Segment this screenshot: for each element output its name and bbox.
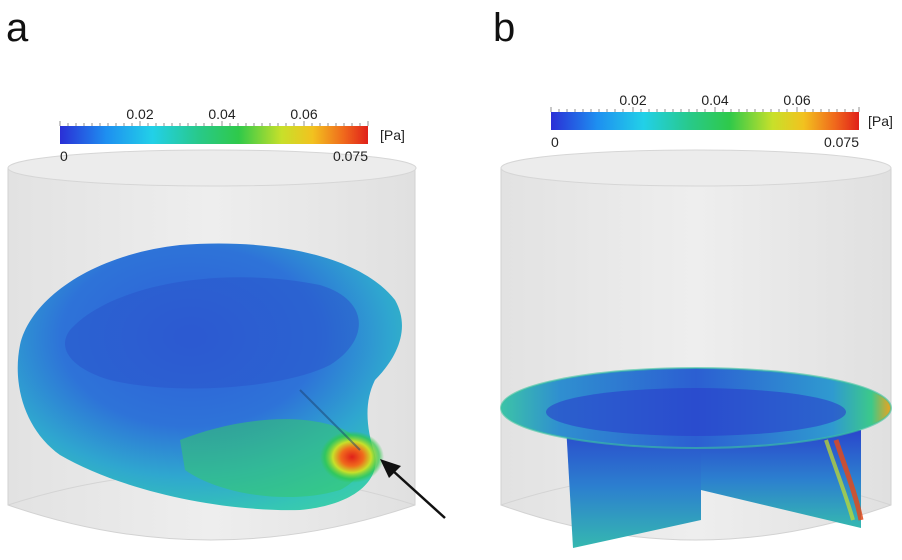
panel-a-scene: 0.02 0.04 0.06 0 0.075 [Pa] bbox=[7, 106, 446, 541]
horizontal-slice-center bbox=[546, 388, 846, 436]
colorbar-tick-label: 0.02 bbox=[126, 106, 153, 122]
colorbar-tick-label: 0.06 bbox=[783, 92, 810, 108]
cylinder-top bbox=[7, 149, 417, 187]
slice-red-streak bbox=[833, 439, 864, 521]
colorbar-max-label: 0.075 bbox=[333, 148, 368, 164]
colorbar-tick-label: 0.04 bbox=[701, 92, 728, 108]
surface-shade bbox=[64, 277, 359, 389]
slice-yellow-streak bbox=[824, 439, 855, 521]
colorbar-unit: [Pa] bbox=[868, 113, 893, 129]
colorbar-minor-ticks bbox=[59, 121, 369, 126]
horizontal-slice-rim bbox=[500, 367, 892, 449]
vertical-slice-right bbox=[701, 430, 861, 528]
vertical-slice-left bbox=[566, 425, 701, 548]
colorbar-tick-label: 0.04 bbox=[208, 106, 235, 122]
cylinder-top bbox=[500, 149, 892, 187]
panel-label-b: b bbox=[493, 6, 516, 50]
colorbar-ramp bbox=[551, 112, 859, 130]
colorbar-minor-ticks bbox=[550, 107, 860, 112]
surface-green-zone bbox=[180, 419, 364, 498]
colorbar-ramp bbox=[60, 126, 368, 144]
colorbar-max-label: 0.075 bbox=[824, 134, 859, 150]
colorbar-unit: [Pa] bbox=[380, 127, 405, 143]
annotation-arrow bbox=[380, 459, 446, 519]
colorbar-tick-label: 0.06 bbox=[290, 106, 317, 122]
surface-fold bbox=[299, 389, 361, 451]
colorbar-min-label: 0 bbox=[551, 134, 559, 150]
colorbar-a: 0.02 0.04 0.06 0 0.075 [Pa] bbox=[59, 106, 405, 164]
panel-a: a bbox=[6, 6, 446, 541]
colorbar-min-label: 0 bbox=[60, 148, 68, 164]
hotspot bbox=[320, 431, 384, 483]
colorbar-b: 0.02 0.04 0.06 0 0.075 [Pa] bbox=[550, 92, 893, 150]
panel-b: b bbox=[451, 0, 902, 560]
panel-label-a: a bbox=[6, 6, 29, 50]
panel-b-scene: 0.02 0.04 0.06 0 0.075 [Pa] bbox=[500, 92, 893, 548]
colorbar-tick-label: 0.02 bbox=[619, 92, 646, 108]
